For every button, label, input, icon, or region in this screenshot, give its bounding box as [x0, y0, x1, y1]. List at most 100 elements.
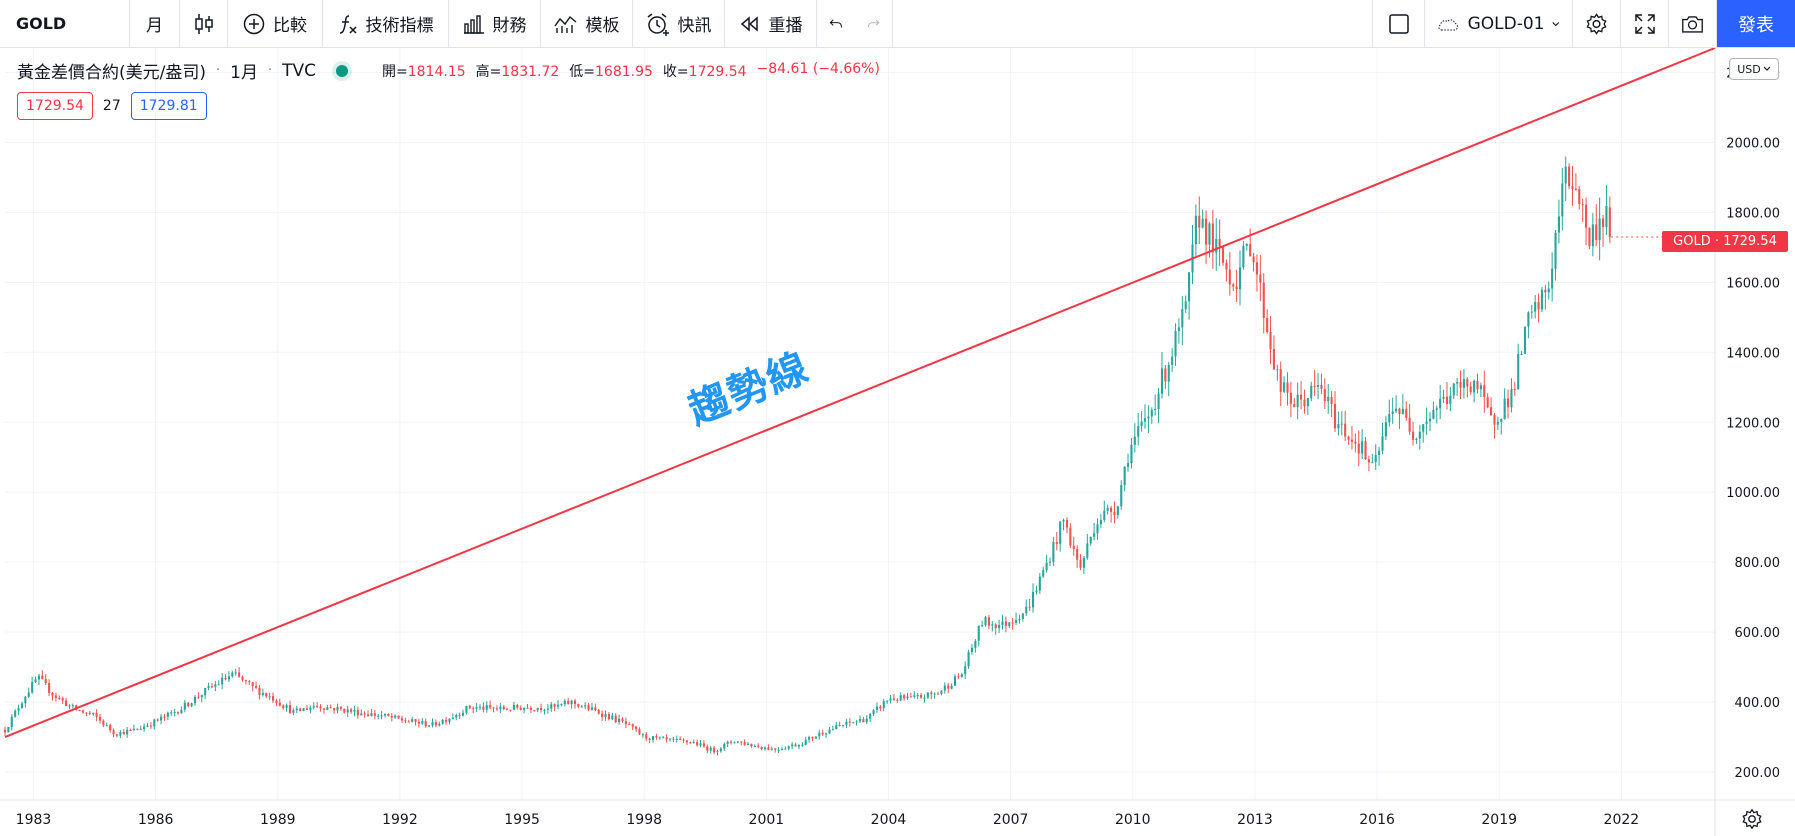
sell-price: 1729.54 — [26, 98, 84, 114]
publish-button[interactable]: 發表 — [1717, 0, 1795, 47]
compare-button[interactable]: 比較 — [228, 0, 323, 47]
interval-label: 月 — [146, 16, 163, 36]
open-label: 開= — [382, 63, 408, 80]
candle-body — [329, 707, 332, 709]
layout-menu-button[interactable]: GOLD-01 — [1425, 0, 1573, 47]
candle-body — [312, 706, 315, 708]
sell-button[interactable]: 1729.54 — [17, 92, 93, 120]
candle-body — [655, 736, 658, 738]
candle-body — [909, 696, 912, 698]
candle-body — [977, 625, 980, 641]
candle-body — [41, 675, 44, 680]
candle-body — [1557, 216, 1560, 233]
instrument-title[interactable]: 黃金差價合約(美元/盎司) — [17, 63, 206, 83]
candle-body — [1052, 541, 1055, 562]
candle-body — [770, 748, 773, 750]
candle-body — [1011, 622, 1014, 624]
candle-body — [1310, 385, 1313, 399]
candle-body — [1232, 284, 1235, 287]
x-tick-label: 1992 — [382, 812, 418, 828]
templates-button[interactable]: 模板 — [541, 0, 633, 47]
undo-icon — [829, 18, 843, 28]
indicators-button[interactable]: 技術指標 — [323, 0, 449, 47]
candle-body — [193, 696, 197, 704]
candle-body — [1388, 414, 1391, 423]
candle-body — [163, 716, 166, 718]
candle-body — [743, 742, 746, 745]
close-value-group: 收=1729.54 — [663, 61, 747, 81]
currency-select[interactable]: USD — [1729, 58, 1779, 80]
interval-button[interactable]: 月 — [130, 0, 180, 47]
candle-body — [892, 698, 895, 700]
candle-body — [390, 716, 393, 718]
candle-body — [197, 696, 200, 698]
legend-source[interactable]: TVC — [282, 60, 316, 81]
candle-body — [960, 674, 963, 677]
candle-body — [848, 721, 851, 723]
candle-body — [336, 706, 339, 711]
fullscreen-button[interactable] — [1621, 0, 1669, 47]
candle-body — [1065, 519, 1069, 528]
candle-body — [20, 703, 24, 709]
candle-body — [1340, 423, 1343, 425]
symbol-search-button[interactable]: GOLD — [0, 0, 130, 47]
redo-button[interactable] — [855, 0, 893, 47]
candle-body — [224, 677, 227, 680]
candle-body — [468, 705, 471, 709]
candle-body — [594, 707, 597, 711]
candle-body — [1238, 267, 1242, 290]
candle-body — [784, 748, 787, 750]
low-label: 低= — [569, 63, 596, 80]
candle-body — [512, 704, 515, 710]
candle-body — [838, 725, 841, 727]
financials-button[interactable]: 財務 — [449, 0, 541, 47]
replay-button[interactable]: 重播 — [725, 0, 817, 47]
settings-button[interactable] — [1573, 0, 1621, 47]
chart-legend: 黃金差價合約(美元/盎司) · 1月 · TVC 開=1814.15 高=183… — [17, 58, 880, 84]
candle-body — [115, 734, 119, 736]
candle-body — [98, 716, 102, 721]
candle-body — [407, 721, 410, 723]
candle-body — [1513, 388, 1516, 390]
chart-pane[interactable]: 200.00 400.00 600.00 800.00 1000.00 1200.00 14… — [0, 48, 1795, 836]
candle-body — [536, 707, 539, 711]
low-value-group: 低=1681.95 — [569, 61, 653, 81]
legend-interval[interactable]: 1月 — [230, 63, 258, 83]
alert-button[interactable]: 快訊 — [633, 0, 725, 47]
candle-body — [740, 741, 743, 743]
candle-body — [970, 647, 974, 653]
candle-body — [1415, 438, 1418, 440]
candle-body — [1391, 411, 1394, 415]
price-chart[interactable]: 200.00 400.00 600.00 800.00 1000.00 1200.00 14… — [0, 48, 1795, 836]
fullscreen-select-button[interactable] — [1373, 0, 1425, 47]
rewind-icon — [740, 15, 758, 32]
candle-body — [658, 737, 661, 739]
candle-body — [1093, 533, 1096, 537]
candle-body — [1089, 536, 1092, 544]
candle-body — [614, 715, 617, 723]
gear-icon[interactable] — [1741, 808, 1763, 830]
candle-body — [841, 724, 845, 726]
candle-body — [750, 743, 753, 747]
candle-body — [872, 710, 875, 715]
candle-body — [370, 713, 373, 717]
candle-body — [1048, 561, 1052, 563]
market-status-dot[interactable] — [336, 64, 348, 77]
x-tick-label: 1983 — [16, 812, 52, 828]
candle-body — [662, 737, 665, 739]
buy-button[interactable]: 1729.81 — [130, 92, 207, 120]
candle-body — [858, 718, 862, 722]
candles-icon — [194, 13, 213, 34]
undo-button[interactable] — [817, 0, 855, 47]
snapshot-button[interactable] — [1669, 0, 1717, 47]
candle-body — [1130, 444, 1133, 464]
x-tick-label: 1995 — [504, 812, 540, 828]
candle-body — [1313, 385, 1316, 387]
candle-body — [879, 706, 882, 709]
chart-type-button[interactable] — [180, 0, 228, 47]
candle-body — [238, 672, 241, 677]
candle-body — [1174, 331, 1177, 357]
candle-body — [1316, 384, 1320, 387]
candle-body — [1585, 204, 1588, 228]
candle-body — [1333, 403, 1337, 429]
